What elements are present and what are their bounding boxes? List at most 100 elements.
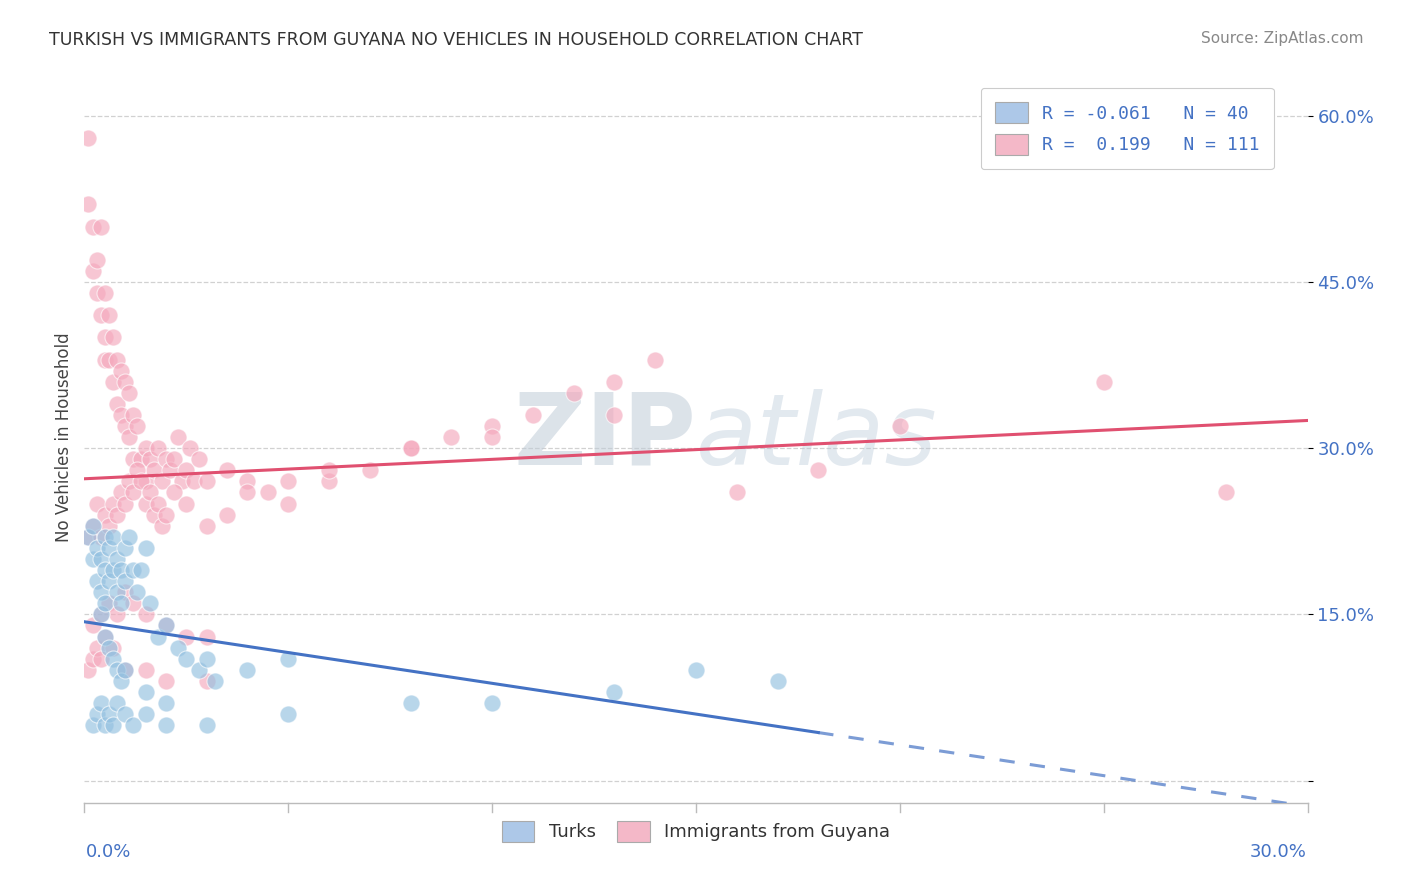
Point <box>93 596 115 610</box>
Point <box>236 485 259 500</box>
Point <box>90 651 112 665</box>
Point <box>77 197 100 211</box>
Point <box>122 452 145 467</box>
Point <box>105 585 128 599</box>
Point <box>399 441 422 455</box>
Point <box>114 663 136 677</box>
Point <box>77 530 100 544</box>
Point <box>277 707 299 722</box>
Point <box>110 408 132 422</box>
Point <box>110 363 132 377</box>
Point <box>359 463 381 477</box>
Point <box>481 696 503 710</box>
Point <box>114 497 136 511</box>
Point <box>97 640 120 655</box>
Point <box>93 530 115 544</box>
Point <box>97 707 120 722</box>
Point <box>101 330 124 344</box>
Point <box>105 552 128 566</box>
Point <box>105 696 128 710</box>
Point <box>105 352 128 367</box>
Point <box>118 385 141 400</box>
Point <box>86 252 108 267</box>
Point <box>257 485 280 500</box>
Point <box>122 596 145 610</box>
Point <box>150 475 173 489</box>
Text: TURKISH VS IMMIGRANTS FROM GUYANA NO VEHICLES IN HOUSEHOLD CORRELATION CHART: TURKISH VS IMMIGRANTS FROM GUYANA NO VEH… <box>49 31 863 49</box>
Point <box>142 463 165 477</box>
Point <box>138 485 160 500</box>
Point <box>217 508 239 522</box>
Point <box>159 463 181 477</box>
Point <box>97 352 120 367</box>
Point <box>174 497 197 511</box>
Point <box>118 530 141 544</box>
Point <box>127 419 149 434</box>
Point <box>155 452 177 467</box>
Point <box>101 640 124 655</box>
Point <box>135 475 157 489</box>
Point <box>135 707 157 722</box>
Point <box>603 375 626 389</box>
Point <box>93 285 115 300</box>
Point <box>90 530 112 544</box>
Point <box>562 385 585 400</box>
Point <box>114 541 136 555</box>
Point <box>195 475 218 489</box>
Point <box>93 630 115 644</box>
Point <box>90 607 112 622</box>
Point <box>93 330 115 344</box>
Point <box>82 718 104 732</box>
Point <box>142 508 165 522</box>
Point <box>146 441 169 455</box>
Point <box>195 630 218 644</box>
Point <box>131 475 153 489</box>
Point <box>766 673 789 688</box>
Point <box>150 518 173 533</box>
Point <box>195 718 218 732</box>
Point <box>82 264 104 278</box>
Point <box>603 685 626 699</box>
Point <box>318 463 340 477</box>
Point <box>82 518 104 533</box>
Point <box>399 696 422 710</box>
Point <box>97 596 120 610</box>
Point <box>135 663 157 677</box>
Point <box>90 219 112 234</box>
Point <box>725 485 748 500</box>
Point <box>135 541 157 555</box>
Point <box>195 651 218 665</box>
Point <box>114 585 136 599</box>
Point <box>101 497 124 511</box>
Point <box>110 596 132 610</box>
Point <box>90 696 112 710</box>
Point <box>135 497 157 511</box>
Point <box>155 618 177 632</box>
Point <box>167 640 190 655</box>
Point <box>163 452 186 467</box>
Point <box>93 630 115 644</box>
Point <box>146 630 169 644</box>
Point <box>204 673 226 688</box>
Point <box>481 419 503 434</box>
Point <box>122 485 145 500</box>
Point <box>399 441 422 455</box>
Legend: Turks, Immigrants from Guyana: Turks, Immigrants from Guyana <box>488 806 904 856</box>
Point <box>114 375 136 389</box>
Point <box>174 463 197 477</box>
Point <box>82 618 104 632</box>
Point <box>217 463 239 477</box>
Point <box>77 663 100 677</box>
Point <box>114 663 136 677</box>
Point <box>127 585 149 599</box>
Text: 30.0%: 30.0% <box>1250 843 1306 861</box>
Point <box>889 419 911 434</box>
Point <box>105 397 128 411</box>
Point <box>122 563 145 577</box>
Point <box>195 673 218 688</box>
Point <box>101 651 124 665</box>
Point <box>86 285 108 300</box>
Point <box>138 452 160 467</box>
Point <box>101 375 124 389</box>
Point <box>118 430 141 444</box>
